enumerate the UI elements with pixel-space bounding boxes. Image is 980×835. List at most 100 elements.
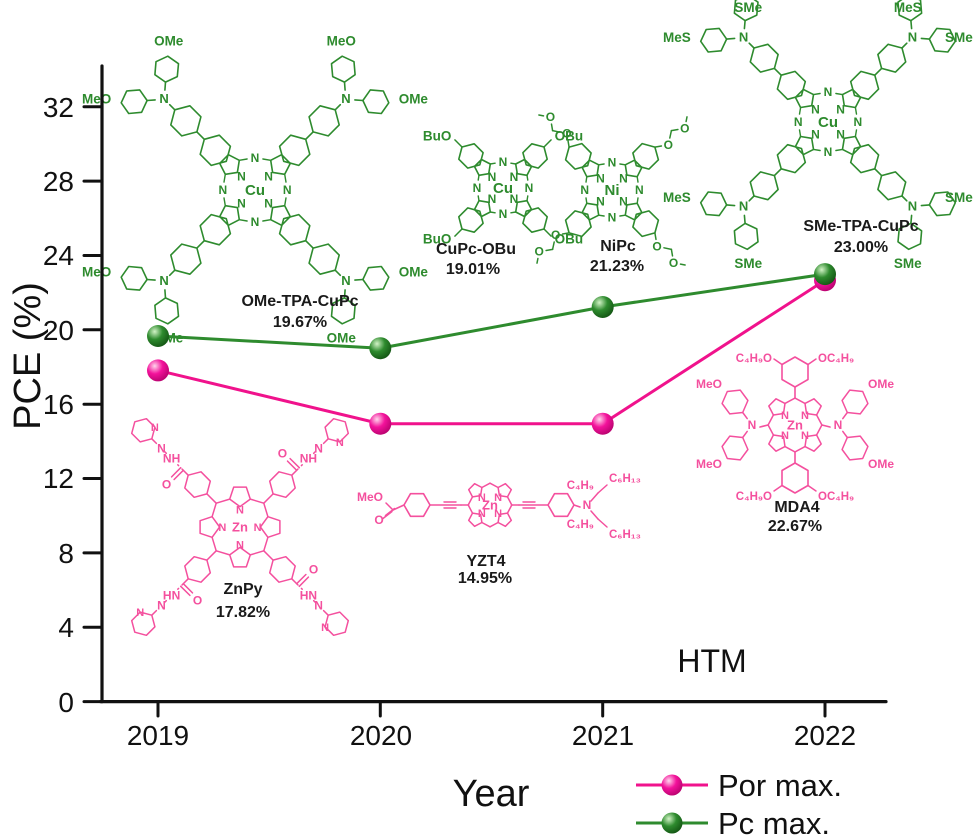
bond (561, 232, 570, 235)
atom-label: C₄H₉ (567, 519, 594, 531)
atom-label: N (781, 410, 789, 422)
atom-label: N (283, 183, 292, 197)
ring (199, 134, 232, 167)
ring (581, 159, 600, 178)
y-tick-label: 32 (43, 92, 74, 123)
bond (354, 99, 364, 102)
ring (849, 70, 880, 101)
molecule-name: OMe-TPA-CuPc (241, 293, 358, 310)
bond (748, 42, 755, 49)
atom-label: OMe (327, 331, 357, 346)
atom-label: SMe (734, 256, 762, 271)
molecule-pce: 22.67% (768, 518, 822, 535)
atom-label: O (551, 228, 560, 242)
atom-label: N (478, 508, 486, 520)
bond (654, 145, 663, 148)
bond (304, 239, 314, 249)
ring (228, 546, 252, 568)
atom-label: N (218, 183, 227, 197)
bond (759, 424, 769, 428)
bond (168, 269, 176, 277)
bond (590, 510, 599, 520)
bond (481, 482, 491, 489)
bond (821, 424, 831, 428)
atom-label: N (635, 183, 644, 197)
bond (206, 550, 217, 561)
bond (489, 521, 499, 528)
molecule-ome-tpa-cupc: CuNNNNNNNNNMeOOMeNMeOOMeNOMeMeONOMeOMe (82, 33, 428, 345)
molecule-name: ZnPy (223, 581, 262, 598)
bond (164, 81, 167, 91)
ring (268, 471, 296, 499)
ring (733, 222, 759, 251)
ring (632, 142, 660, 170)
bond (901, 195, 908, 202)
atom-label: O (562, 127, 571, 141)
bond (151, 609, 158, 616)
ring (897, 0, 923, 22)
atom-label: O (680, 121, 689, 135)
bond (173, 469, 185, 481)
ring (218, 204, 241, 227)
bond (263, 502, 269, 518)
atom-label: N (608, 156, 617, 170)
atom-label: N (321, 622, 329, 634)
ring (564, 142, 592, 170)
ring (581, 202, 600, 221)
ring (699, 27, 728, 53)
ring (877, 43, 907, 73)
bond (873, 168, 883, 177)
molecule-pce: 23.00% (834, 239, 888, 256)
ring (324, 417, 350, 443)
atom-label: SMe (734, 0, 762, 15)
bond (168, 103, 176, 111)
ring (278, 134, 311, 167)
ring (269, 153, 292, 176)
bond (477, 195, 480, 202)
atom-label: N (781, 430, 789, 442)
molecule-pce: 21.23% (590, 258, 644, 275)
bond (798, 106, 802, 115)
bond (794, 397, 806, 405)
bond (619, 163, 626, 166)
ring (467, 482, 483, 498)
ring (457, 207, 484, 233)
atom-label: N (739, 198, 748, 213)
ring (768, 398, 786, 416)
atom-label: BuO (423, 128, 452, 143)
bond (545, 248, 554, 252)
atom-label: MeS (894, 0, 922, 15)
bond (670, 128, 679, 132)
y-tick-label: 12 (43, 463, 74, 494)
ring (184, 555, 212, 583)
ring (841, 389, 869, 415)
bond (286, 460, 298, 472)
bond (636, 175, 639, 183)
metal-label: Cu (493, 180, 513, 197)
ring (733, 0, 759, 22)
atom-label: N (836, 128, 845, 142)
ring (497, 512, 513, 528)
ring (154, 55, 180, 83)
bond (526, 174, 529, 181)
bond (177, 587, 180, 590)
atom-label: N (151, 422, 159, 434)
atom-label: O (162, 478, 171, 492)
bond (910, 214, 913, 225)
bond (636, 197, 639, 205)
data-point (814, 263, 836, 286)
bond (206, 493, 217, 504)
molecule-pce: 14.95% (458, 570, 512, 587)
series-pc (147, 263, 836, 360)
x-tick-label: 2020 (350, 720, 412, 751)
atom-label: N (580, 183, 589, 197)
x-axis-title: Year (453, 773, 530, 815)
atom-label: N (811, 102, 820, 116)
ring (278, 213, 311, 246)
bond (551, 241, 555, 251)
atom-label: C₄H₉O (736, 491, 772, 503)
